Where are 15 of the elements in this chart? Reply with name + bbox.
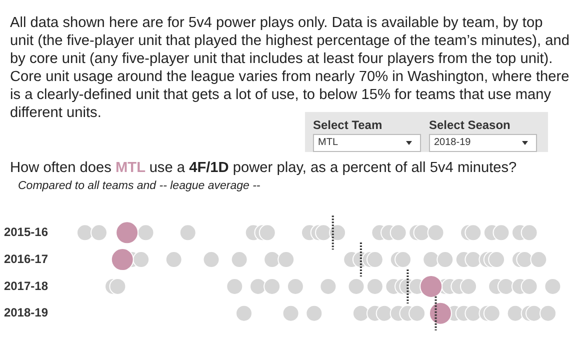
y-tick-label: 2018-19: [4, 306, 48, 320]
y-tick-label: 2016-17: [4, 252, 48, 266]
text: MTL: [313, 134, 421, 152]
y-tick-label: 2015-16: [4, 224, 48, 239]
point: [428, 302, 452, 325]
text: Compared to all teams and -- league average --: [18, 180, 260, 192]
text: Select Team: [313, 118, 384, 132]
point: [116, 221, 139, 244]
chart-subtitle: All data shown here are for 5v4 power plays only. Data is available by team, by top unit (the five-player unit that played the highest percentage of the team’s minutes), and by core unit (any five-player unit that includes at least four players from the top unit). Core unit usage around the league varies from nearly 70% in Washington, where there is a clearly-defined unit that gets a lot of use, to below 15% for teams that use many different units.: [10, 15, 570, 121]
y-tick-label: 2017-18: [4, 278, 48, 293]
text: Select Season: [429, 118, 512, 132]
point: [110, 248, 134, 272]
point: [420, 274, 443, 298]
chart-title: How often does MTL use a 4F/1D power play, as a percent of all 5v4 minutes?: [10, 160, 517, 176]
text: 2018-19: [429, 134, 537, 152]
